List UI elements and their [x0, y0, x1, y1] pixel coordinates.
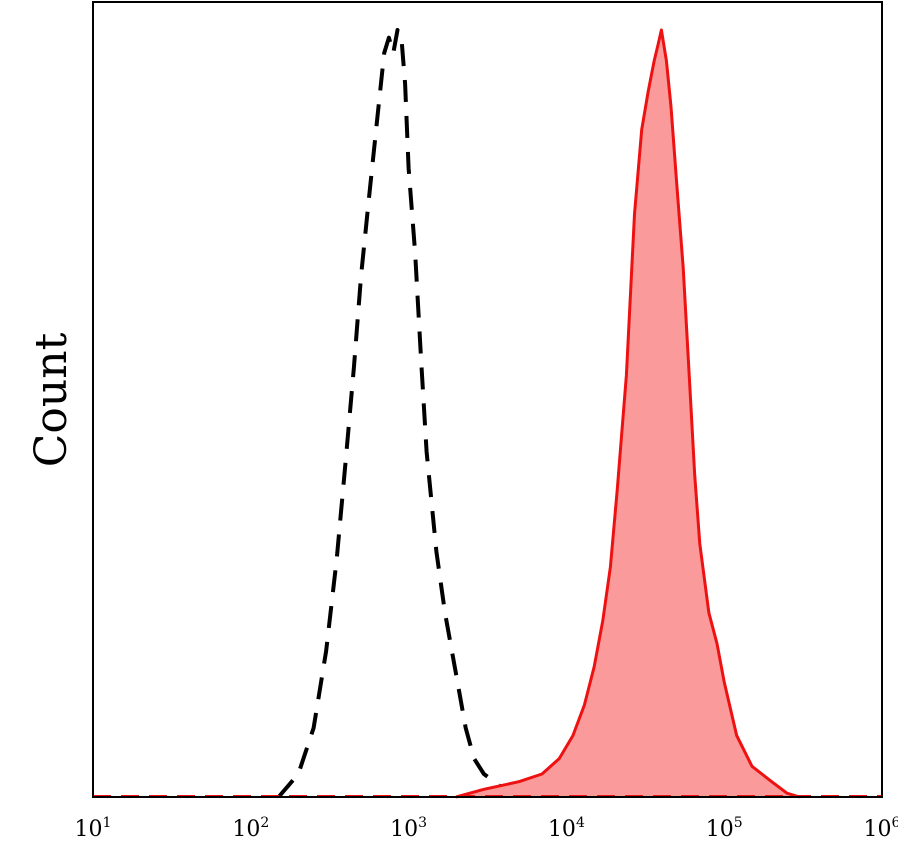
x-tick-label: 105 [706, 815, 743, 842]
series-2-area [456, 30, 800, 797]
x-tick-exponent: 2 [260, 815, 269, 831]
x-tick-exponent: 5 [734, 815, 743, 831]
x-tick-base: 10 [390, 817, 418, 842]
x-tick-exponent: 1 [103, 815, 112, 831]
x-tick-label: 104 [548, 815, 585, 842]
x-tick-exponent: 6 [892, 815, 898, 831]
series-1-line [277, 28, 532, 799]
x-tick-label: 101 [75, 815, 112, 842]
x-tick-label: 106 [864, 815, 898, 842]
x-tick-label: 102 [232, 815, 269, 842]
x-tick-exponent: 4 [576, 815, 585, 831]
x-tick-base: 10 [706, 817, 734, 842]
series-layer [93, 28, 882, 799]
x-tick-layer: 101 102 103 104 105 106 [75, 815, 898, 842]
x-tick-exponent: 3 [418, 815, 427, 831]
x-tick-base: 10 [75, 817, 103, 842]
x-tick-base: 10 [548, 817, 576, 842]
x-tick-base: 10 [864, 817, 892, 842]
x-tick-label: 103 [390, 815, 427, 842]
series-2-line [455, 28, 800, 799]
x-tick-base: 10 [232, 817, 260, 842]
y-axis-title: Count [26, 332, 77, 467]
plot-frame [92, 1, 883, 798]
